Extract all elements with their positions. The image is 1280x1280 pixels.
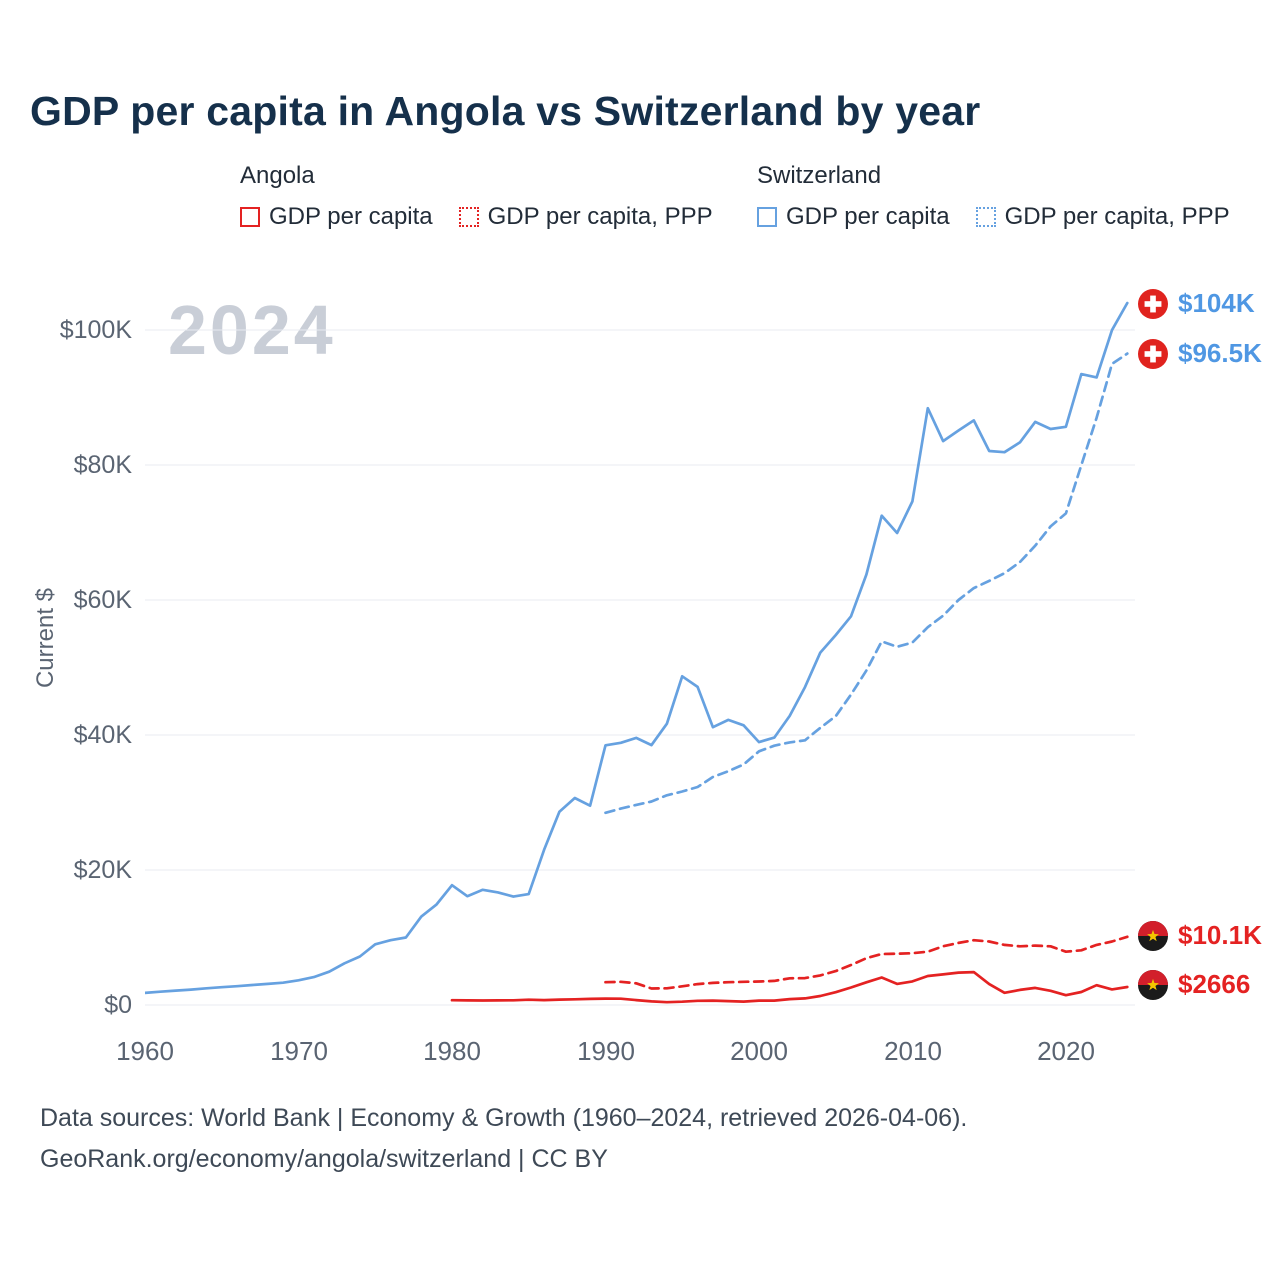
legend-swatch-dotted-blue-icon bbox=[975, 207, 996, 227]
end-label-value: $96.5K bbox=[1178, 338, 1262, 368]
switzerland-flag-icon bbox=[1138, 288, 1168, 319]
legend-item-switzerland-gdp-ppp[interactable]: GDP per capita, PPP bbox=[975, 203, 1230, 231]
y-tick-label: $60K bbox=[73, 586, 132, 614]
y-tick-label: $40K bbox=[73, 721, 132, 749]
legend-swatch-solid-blue-icon bbox=[757, 207, 777, 227]
legend-group-angola: Angola GDP per capita GDP per capita, PP… bbox=[240, 162, 713, 231]
x-tick-label: 2020 bbox=[1037, 1036, 1095, 1066]
legend-item-angola-gdp-ppp[interactable]: GDP per capita, PPP bbox=[458, 203, 713, 231]
end-label-switzerland-gdp-ppp: $96.5K bbox=[1138, 338, 1262, 369]
legend-switzerland-label: Switzerland bbox=[757, 162, 882, 189]
angola-flag-icon bbox=[1138, 920, 1168, 951]
legend-swatch-solid-red-icon bbox=[240, 207, 260, 227]
y-tick-label: $100K bbox=[59, 316, 132, 344]
x-tick-label: 1960 bbox=[116, 1036, 174, 1066]
attribution-text: GeoRank.org/economy/angola/switzerland |… bbox=[40, 1145, 608, 1173]
chart-title: GDP per capita in Angola vs Switzerland … bbox=[30, 88, 981, 134]
data-sources-text: Data sources: World Bank | Economy & Gro… bbox=[40, 1104, 968, 1132]
x-tick-label: 2000 bbox=[730, 1036, 788, 1066]
legend-angola-label: Angola bbox=[240, 162, 315, 189]
legend-item-angola-gdp[interactable]: GDP per capita bbox=[240, 203, 433, 231]
legend-item-label: GDP per capita, PPP bbox=[1004, 203, 1230, 230]
legend-item-label: GDP per capita bbox=[269, 203, 433, 230]
end-label-value: $2666 bbox=[1178, 969, 1251, 999]
angola-flag-icon bbox=[1138, 969, 1168, 1000]
end-label-angola-gdp-ppp: $10.1K bbox=[1138, 920, 1262, 951]
end-label-value: $10.1K bbox=[1178, 920, 1262, 950]
x-tick-label: 1990 bbox=[577, 1036, 635, 1066]
legend-item-label: GDP per capita, PPP bbox=[487, 203, 713, 230]
legend-item-label: GDP per capita bbox=[786, 203, 950, 230]
end-label-angola-gdp: $2666 bbox=[1138, 969, 1250, 1000]
chart-canvas bbox=[145, 301, 1135, 1006]
end-label-switzerland-gdp: $104K bbox=[1138, 288, 1255, 319]
legend-item-switzerland-gdp[interactable]: GDP per capita bbox=[757, 203, 950, 231]
y-tick-label: $20K bbox=[73, 856, 132, 884]
end-label-value: $104K bbox=[1178, 288, 1255, 318]
x-tick-label: 1970 bbox=[270, 1036, 328, 1066]
legend-swatch-dotted-red-icon bbox=[458, 207, 479, 227]
switzerland-flag-icon bbox=[1138, 338, 1168, 369]
x-tick-label: 1980 bbox=[423, 1036, 481, 1066]
legend-group-switzerland: Switzerland GDP per capita GDP per capit… bbox=[757, 162, 1230, 231]
y-tick-label: $80K bbox=[73, 451, 132, 479]
y-tick-label: $0 bbox=[104, 991, 132, 1019]
x-tick-label: 2010 bbox=[884, 1036, 942, 1066]
